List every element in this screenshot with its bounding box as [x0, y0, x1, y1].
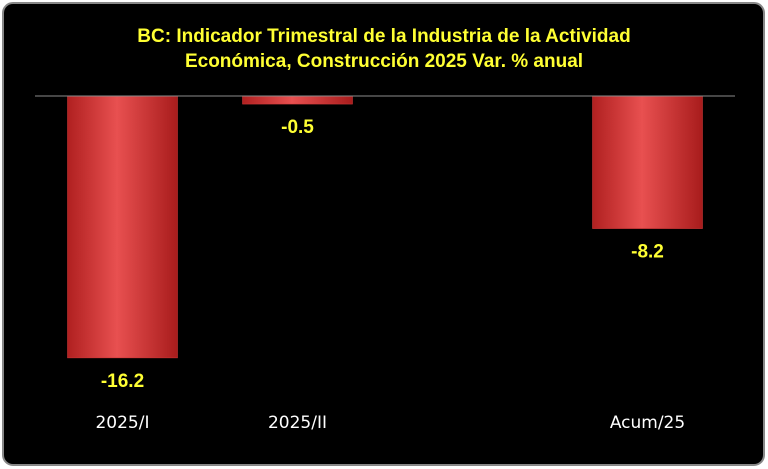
chart-title: BC: Indicador Trimestral de la Industria… [137, 26, 630, 47]
x-tick-label: 2025/I [95, 413, 149, 433]
bar [242, 95, 353, 105]
chart-title: Económica, Construcción 2025 Var. % anua… [185, 51, 583, 72]
bar [592, 95, 703, 229]
data-label: -0.5 [281, 117, 314, 138]
x-tick-label: 2025/II [268, 413, 327, 433]
data-label: -16.2 [101, 371, 144, 392]
bar [67, 95, 178, 359]
x-tick-label: Acum/25 [610, 413, 685, 433]
data-label: -8.2 [631, 242, 664, 263]
